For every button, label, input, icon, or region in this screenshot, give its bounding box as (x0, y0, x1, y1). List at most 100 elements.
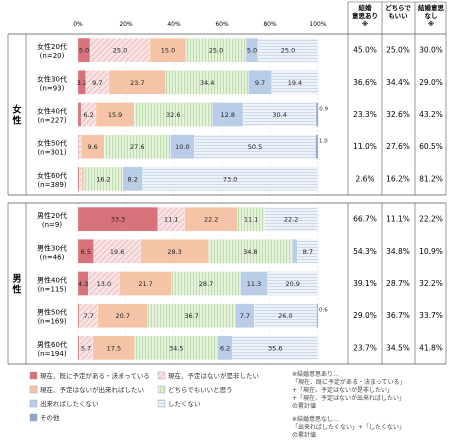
bar-segment (267, 271, 318, 296)
footnotes: ※結婚意思あり…「現在、既に予定がある・決まっている」+「現在、予定はないが是非… (292, 370, 405, 439)
cell-dochira: 34.4% (386, 78, 410, 87)
cell-dochira: 16.2% (386, 174, 410, 183)
bar-value-label: 33.3 (111, 216, 125, 224)
bar-value-label: 7.7 (240, 312, 250, 320)
row-label: 男性40代(n=115) (37, 276, 67, 294)
bar-value-label: 8.2 (128, 175, 138, 183)
bar-segment (142, 166, 318, 192)
bar-value-label: 50.5 (248, 143, 262, 151)
footnote-line: の累計値 (292, 431, 316, 439)
cell-kekkon-ari: 66.7% (353, 215, 377, 224)
legend-item: どちらでもいいと思う (157, 385, 233, 394)
row-label: 男性60代(n=194) (37, 340, 67, 358)
bar-value-label: 21.7 (138, 280, 152, 288)
chart-rows: 女性20代(n=20) 5.0 25.0 15.0 25.0 5.0 25.0 45.0% 25… (37, 37, 443, 361)
header-kekkon-nashi: 結婚意思なし※ (418, 3, 445, 28)
bar-segment (78, 134, 82, 159)
table-row: 女性60代(n=389)0.51.01.016.28.273.02.6%16.2… (37, 166, 443, 192)
bar-value-label: 30.4 (272, 111, 286, 119)
bar-segment (79, 166, 82, 192)
cell-kekkon-nashi: 22.2% (419, 215, 443, 224)
bar-value-label: 22.2 (284, 216, 298, 224)
bar-segment (315, 102, 319, 127)
legend-label: 現在、予定はないが出来ればしたい (40, 385, 144, 394)
bar-segment (83, 166, 124, 192)
table-row: 女性40代(n=227)1.36.215.932.612.830.40.923.… (37, 102, 443, 127)
bar-value-label: 10.0 (175, 143, 189, 151)
bar-segment (77, 303, 80, 328)
section-label: 女性 (12, 104, 21, 127)
x-tick-label: 100% (309, 21, 326, 28)
x-tick-label: 60% (215, 21, 229, 28)
row-label: 男性50代(n=169) (37, 308, 67, 326)
bar-value-label: 9.7 (92, 79, 102, 87)
bar-segment (149, 37, 187, 63)
cell-kekkon-ari: 29.0% (353, 311, 377, 320)
table-row: 男性30代(n=46)6.519.628.334.82.28.754.3%34.… (37, 239, 443, 264)
cell-kekkon-nashi: 32.2% (419, 279, 443, 288)
legend-swatch (157, 371, 166, 380)
bar-segment (271, 70, 319, 95)
legend-label: 現在、既に予定がある・決まっている (40, 371, 150, 380)
legend-label: したくない (168, 400, 201, 408)
bar-segment (185, 37, 247, 63)
bar-value-label: 5.7 (81, 344, 91, 352)
cell-dochira: 25.0% (386, 46, 410, 55)
bar-segment (208, 239, 293, 264)
bar-value-label: 11.3 (247, 280, 261, 288)
cell-kekkon-ari: 39.1% (353, 279, 377, 288)
bar-segment (77, 102, 82, 127)
bar-value-label: 20.9 (285, 280, 299, 288)
bar-value-label: 0.6 (319, 308, 328, 314)
row-label: 男性20代(n=9) (37, 211, 67, 229)
cell-kekkon-nashi: 81.2% (419, 174, 443, 183)
row-label: 女性30代(n=93) (37, 74, 67, 92)
cell-kekkon-ari: 54.3% (353, 247, 377, 256)
legend-item: 現在、既に予定がある・決まっている (29, 371, 150, 380)
legend-item: その他 (29, 413, 60, 422)
bar-segment (171, 271, 241, 296)
bar-segment (147, 303, 236, 328)
cell-dochira: 27.6% (386, 142, 410, 151)
bar-segment (77, 166, 80, 192)
legend-swatch (157, 399, 166, 408)
table-row: 女性20代(n=20) 5.0 25.0 15.0 25.0 5.0 25.0 45.0% 25… (37, 37, 443, 63)
bar-segment (157, 206, 185, 232)
cell-kekkon-ari: 23.7% (353, 343, 377, 352)
bar-value-label: 1.0 (319, 139, 328, 145)
bar-segment (93, 239, 141, 264)
cell-kekkon-ari: 45.0% (353, 46, 377, 55)
footnote-line: +「現在、予定はないが出来ればしたい」 (292, 394, 405, 402)
footnote-line: 「出来ればしたくない」+「したくない」 (292, 423, 405, 431)
cell-kekkon-nashi: 10.9% (419, 247, 443, 256)
bar-value-label: 25.0 (113, 47, 127, 55)
bar-value-label: 19.6 (110, 248, 124, 256)
bar-segment (165, 70, 249, 95)
bar-segment (291, 239, 298, 264)
bar-segment (242, 102, 317, 127)
legend-label: どちらでもいいと思う (168, 386, 233, 394)
bar-segment (92, 335, 136, 361)
bar-value-label: 34.8 (243, 248, 257, 256)
x-tick-label: 20% (119, 21, 133, 28)
bar-segment (140, 239, 209, 264)
bar-value-label: 12.8 (221, 111, 235, 119)
legend-swatch (29, 385, 38, 394)
bar-value-label: 0.9 (319, 107, 328, 113)
bar-value-label: 28.3 (167, 248, 181, 256)
bar-segment (316, 303, 319, 328)
table-row: 女性50代(n=301)0.31.09.627.610.050.51.011.0… (37, 134, 443, 159)
bar-segment (237, 206, 265, 232)
legend-swatch (29, 371, 38, 380)
bar-value-label: 25.0 (281, 47, 295, 55)
bar-segment (264, 206, 318, 232)
cell-kekkon-ari: 2.6% (355, 174, 374, 183)
bar-segment (97, 303, 148, 328)
cell-kekkon-ari: 23.3% (353, 110, 377, 119)
legend-item: 現在、予定はないが是非したい (157, 371, 259, 380)
bar-value-label: 6.5 (81, 248, 91, 256)
legend-label: 現在、予定はないが是非したい (168, 371, 259, 380)
legend-item: 現在、予定はないが出来ればしたい (29, 385, 144, 394)
header-kekkon-ari: 結婚意思あり※ (352, 3, 378, 28)
